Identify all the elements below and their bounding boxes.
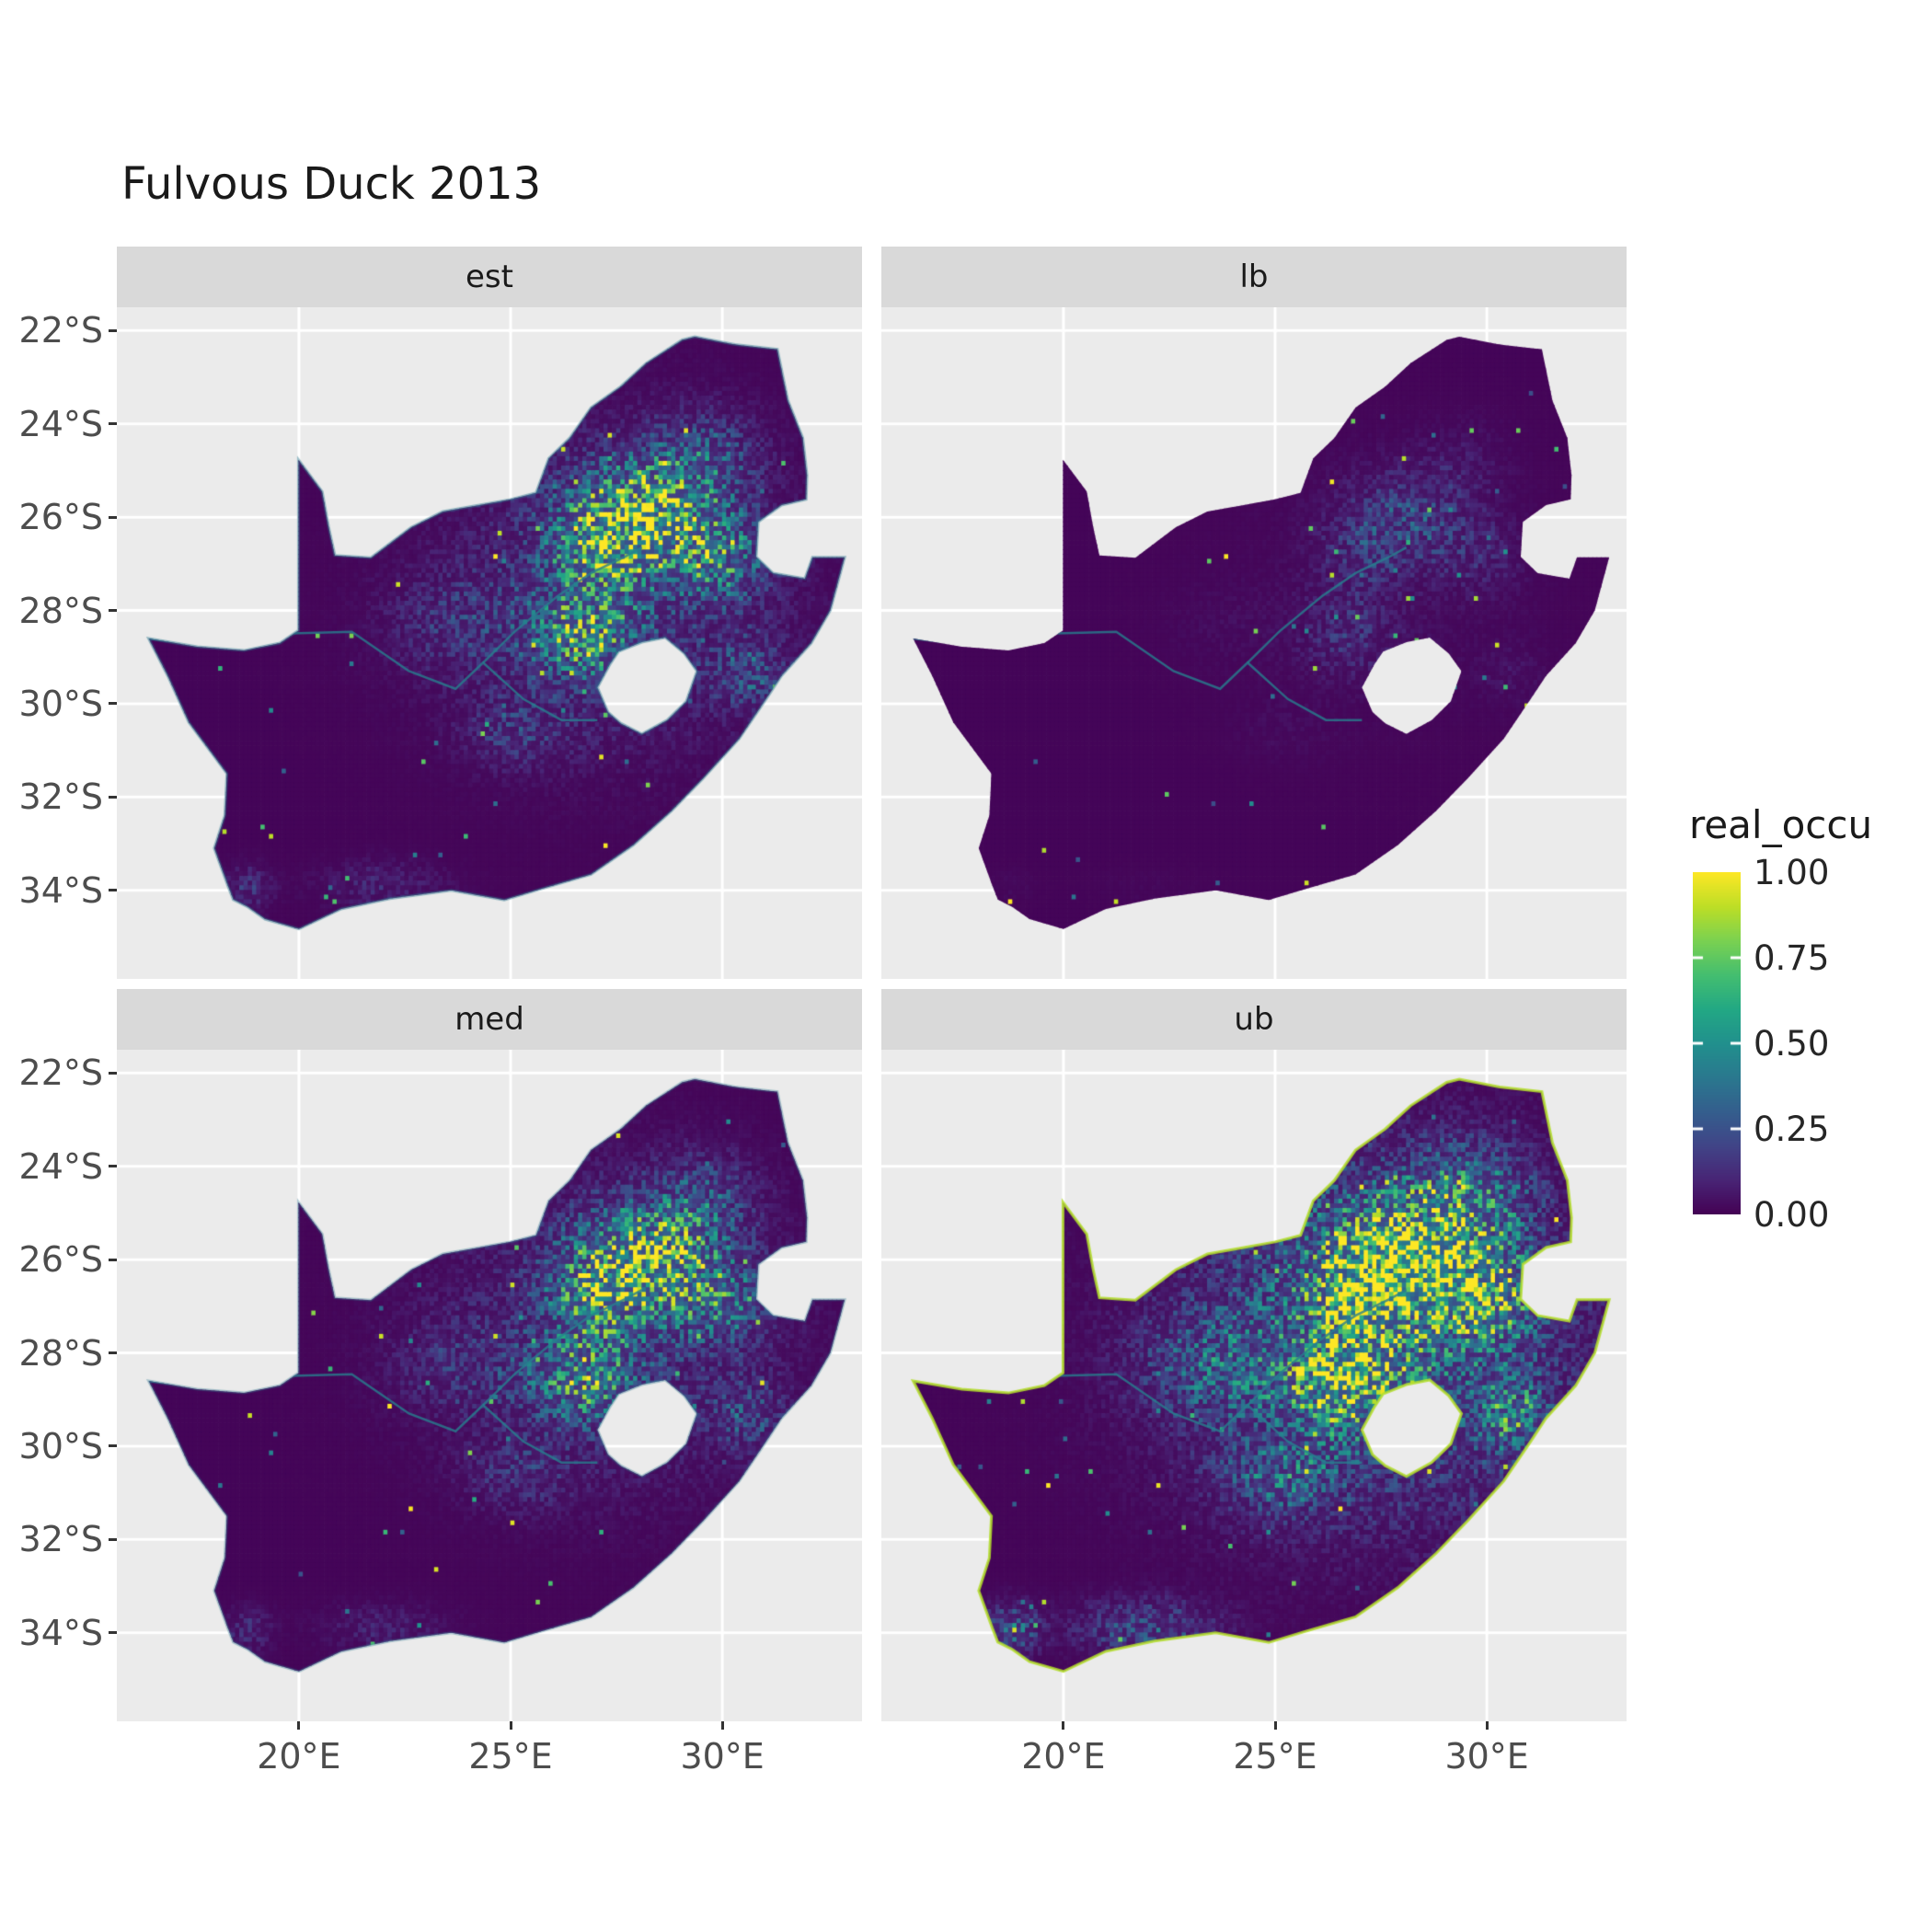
legend-colorbar xyxy=(1693,872,1741,1214)
x-axis-tick xyxy=(1062,1721,1065,1730)
y-axis-tick xyxy=(109,889,117,892)
facet-strip-label-est: est xyxy=(466,259,513,295)
y-tick-label: 26°S xyxy=(18,1239,103,1281)
y-axis-tick xyxy=(109,1258,117,1261)
y-axis-tick xyxy=(109,328,117,332)
facet-strip-est: est xyxy=(117,247,862,307)
facet-strip-med: med xyxy=(117,989,862,1050)
y-tick-label: 34°S xyxy=(18,869,103,911)
y-tick-label: 22°S xyxy=(18,1052,103,1094)
y-axis-tick xyxy=(109,1351,117,1354)
facet-strip-label-med: med xyxy=(454,1001,524,1038)
legend-label: 1.00 xyxy=(1754,853,1830,892)
facet-strip-ub: ub xyxy=(881,989,1627,1050)
x-tick-label: 25°E xyxy=(468,1736,553,1777)
x-axis-tick xyxy=(1485,1721,1489,1730)
legend-label: 0.00 xyxy=(1754,1195,1830,1235)
x-tick-label: 30°E xyxy=(680,1736,765,1777)
y-tick-label: 32°S xyxy=(18,776,103,818)
x-axis-tick xyxy=(509,1721,512,1730)
facet-strip-label-lb: lb xyxy=(1239,259,1269,295)
y-axis-tick xyxy=(109,1537,117,1541)
y-tick-label: 28°S xyxy=(18,1332,103,1374)
y-tick-label: 24°S xyxy=(18,403,103,444)
x-axis-tick xyxy=(720,1721,724,1730)
facet-strip-label-ub: ub xyxy=(1234,1001,1274,1038)
x-tick-label: 20°E xyxy=(1021,1736,1106,1777)
x-tick-label: 30°E xyxy=(1444,1736,1529,1777)
legend-title: real_occu xyxy=(1689,802,1873,847)
map-panel-lb xyxy=(881,307,1627,979)
y-axis-tick xyxy=(109,422,117,426)
y-tick-label: 22°S xyxy=(18,310,103,351)
y-tick-label: 24°S xyxy=(18,1145,103,1187)
y-axis-tick xyxy=(109,515,117,519)
y-axis-tick xyxy=(109,609,117,612)
y-axis-tick xyxy=(109,1165,117,1168)
legend-label: 0.75 xyxy=(1754,938,1830,978)
legend-label: 0.25 xyxy=(1754,1110,1830,1149)
x-tick-label: 20°E xyxy=(257,1736,341,1777)
y-axis-tick xyxy=(109,795,117,799)
x-tick-label: 25°E xyxy=(1233,1736,1317,1777)
y-tick-label: 30°S xyxy=(18,1425,103,1466)
y-tick-label: 26°S xyxy=(18,497,103,538)
y-axis-tick xyxy=(109,702,117,706)
plot-title: Fulvous Duck 2013 xyxy=(121,158,542,210)
y-tick-label: 34°S xyxy=(18,1612,103,1653)
facet-strip-lb: lb xyxy=(881,247,1627,307)
map-panel-med xyxy=(117,1050,862,1721)
y-tick-label: 30°S xyxy=(18,683,103,724)
x-axis-tick xyxy=(1273,1721,1277,1730)
y-tick-label: 32°S xyxy=(18,1519,103,1560)
x-axis-tick xyxy=(297,1721,301,1730)
map-panel-est xyxy=(117,307,862,979)
y-axis-tick xyxy=(109,1071,117,1075)
y-tick-label: 28°S xyxy=(18,590,103,631)
map-panel-ub xyxy=(881,1050,1627,1721)
y-axis-tick xyxy=(109,1631,117,1635)
legend-label: 0.50 xyxy=(1754,1024,1830,1064)
y-axis-tick xyxy=(109,1444,117,1448)
